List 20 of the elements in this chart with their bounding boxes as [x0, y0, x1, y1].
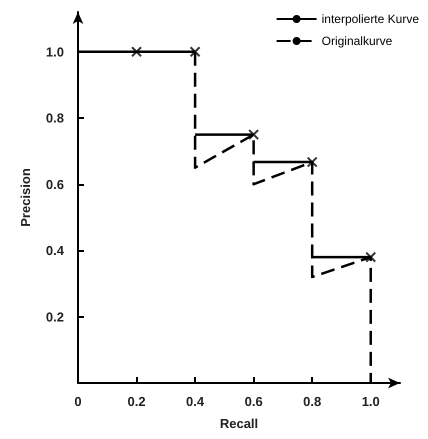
x-tick-label: 0 [74, 394, 82, 409]
x-axis-title: Recall [220, 416, 258, 431]
point [190, 46, 201, 58]
y-tick-label: 0.2 [46, 309, 64, 324]
x-tick-label: 1.0 [362, 394, 380, 409]
x-tick-label: 0.2 [128, 394, 146, 409]
y-tick-label: 0.8 [46, 110, 64, 126]
x-tick-label: 0.4 [186, 394, 205, 409]
x-tick-label: 0.8 [303, 394, 322, 409]
point [131, 46, 142, 58]
legend-label: interpolierte Kurve [322, 12, 420, 26]
point [248, 129, 260, 140]
x-tick-label: 0.6 [244, 394, 263, 409]
point [365, 252, 376, 263]
legend-label: Originalkurve [322, 34, 393, 48]
point [306, 156, 318, 168]
y-tick-label: 0.4 [46, 243, 65, 258]
y-tick-label: 0.6 [46, 176, 64, 192]
y-axis-title: Precision [18, 168, 33, 227]
y-tick-label: 1.0 [46, 44, 64, 60]
